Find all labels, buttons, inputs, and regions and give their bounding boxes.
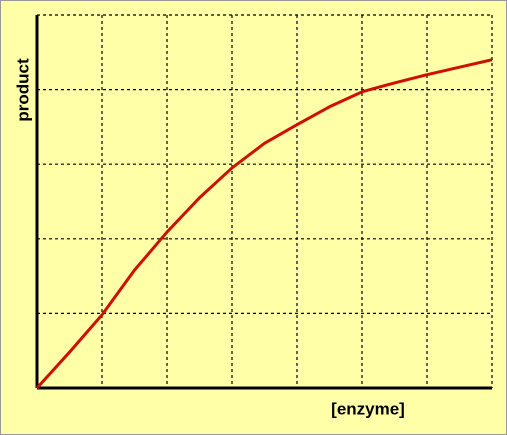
data-line xyxy=(35,58,493,390)
y-axis-label: product xyxy=(13,58,32,122)
x-axis-label: [enzyme] xyxy=(331,399,405,418)
